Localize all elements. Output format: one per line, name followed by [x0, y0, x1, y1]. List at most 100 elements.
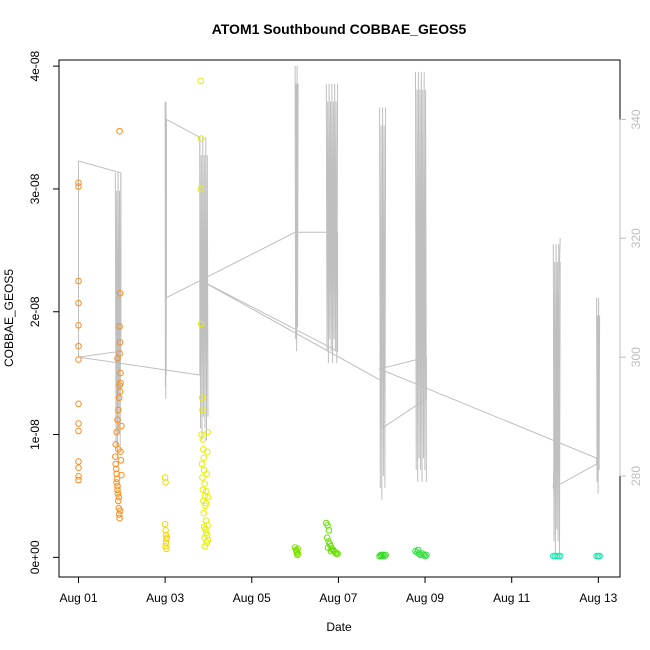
data-point — [114, 486, 121, 494]
data-point — [117, 457, 125, 464]
data-point — [112, 453, 119, 461]
data-point — [113, 479, 120, 486]
secondary-line-segment — [415, 71, 427, 482]
data-point — [116, 127, 123, 135]
data-point — [202, 500, 210, 507]
chart-title: ATOM1 Southbound COBBAE_GEOS5 — [212, 21, 467, 37]
data-point — [325, 527, 333, 534]
data-point — [116, 507, 124, 515]
data-point — [202, 502, 209, 510]
data-point — [199, 486, 207, 494]
y2-tick-label: 300 — [629, 347, 643, 367]
data-point — [379, 551, 387, 559]
x-tick-label: Aug 07 — [319, 591, 357, 605]
secondary-line-segment — [294, 65, 299, 352]
data-point — [112, 460, 119, 468]
data-point — [197, 320, 205, 328]
data-point — [113, 470, 120, 478]
data-point — [116, 339, 124, 346]
data-point — [163, 534, 171, 542]
y2-tick-label: 280 — [629, 466, 643, 486]
data-point — [117, 369, 124, 377]
y2-tick-label: 320 — [629, 228, 643, 248]
data-point — [116, 514, 123, 522]
data-point — [75, 342, 82, 350]
y-tick-label: 4e-08 — [28, 50, 42, 81]
data-point — [115, 511, 123, 518]
data-point — [294, 545, 302, 553]
data-point — [116, 323, 123, 330]
data-point — [75, 183, 82, 190]
points-layer — [75, 77, 603, 560]
data-point — [113, 475, 121, 483]
data-point — [118, 471, 125, 479]
data-point — [116, 388, 124, 395]
data-point — [294, 551, 301, 559]
x-axis: Aug 01 Aug 03 Aug 05 Aug 07 Aug 09 Aug 11 Aug … — [59, 577, 618, 605]
data-point — [197, 77, 204, 85]
y2-tick-label: 340 — [629, 109, 643, 129]
data-point — [162, 479, 169, 486]
data-point — [162, 527, 169, 534]
data-point — [204, 522, 211, 529]
data-point — [75, 464, 82, 472]
y-tick-label: 2e-08 — [28, 296, 42, 327]
data-point — [200, 454, 207, 462]
data-point — [421, 552, 429, 560]
data-point — [163, 545, 170, 553]
data-point — [381, 552, 388, 560]
data-point — [113, 428, 120, 436]
data-point — [327, 547, 335, 555]
y-axis: 0e+00 1e-08 2e-08 3e-08 4e-08 — [28, 50, 59, 574]
data-point — [199, 474, 206, 481]
y-tick-label: 1e-08 — [28, 419, 42, 450]
data-point — [115, 497, 122, 505]
data-point — [204, 493, 212, 501]
data-point — [75, 322, 82, 329]
data-point — [377, 551, 385, 559]
data-point — [203, 448, 211, 456]
data-point — [200, 509, 207, 517]
data-point — [112, 441, 119, 448]
data-point — [117, 379, 124, 387]
data-point — [382, 551, 389, 559]
data-point — [75, 476, 82, 484]
data-point — [118, 422, 125, 430]
data-point — [115, 446, 122, 453]
data-point — [114, 490, 122, 497]
data-point — [203, 470, 210, 478]
data-point — [75, 299, 82, 307]
secondary-line-segment — [325, 83, 339, 364]
data-point — [116, 350, 123, 357]
x-tick-label: Aug 01 — [59, 591, 97, 605]
data-point — [198, 460, 206, 468]
secondary-line-segment — [199, 137, 209, 441]
secondary-line-connector — [78, 118, 598, 489]
data-point — [115, 406, 122, 414]
data-point — [115, 394, 123, 402]
data-point — [75, 400, 82, 408]
data-point — [378, 552, 386, 560]
data-point — [204, 428, 211, 436]
data-point — [114, 416, 121, 424]
data-point — [596, 552, 603, 560]
data-point — [198, 394, 206, 402]
data-point — [199, 406, 206, 414]
data-point — [161, 474, 169, 481]
data-point — [415, 550, 423, 558]
data-point — [115, 493, 123, 501]
x-tick-label: Aug 05 — [233, 591, 271, 605]
y2-axis: 280 300 320 340 — [619, 109, 643, 486]
secondary-line-segment — [379, 107, 387, 500]
data-point — [323, 534, 331, 542]
x-axis-label: Date — [326, 620, 352, 634]
data-point — [199, 436, 207, 443]
data-point — [334, 550, 341, 558]
data-point — [204, 536, 212, 544]
data-point — [376, 552, 383, 560]
data-point — [201, 480, 208, 488]
data-point — [162, 539, 170, 546]
y-tick-label: 0e+00 — [28, 540, 42, 574]
